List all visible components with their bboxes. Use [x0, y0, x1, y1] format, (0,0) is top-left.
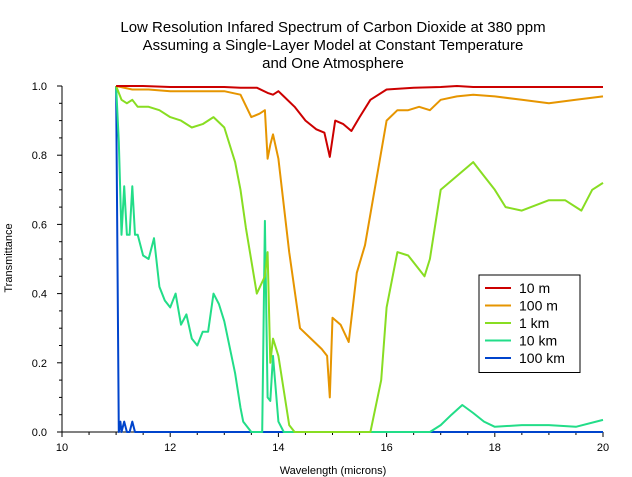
x-tick-label: 14	[272, 442, 284, 454]
chart-title-line-2: Assuming a Single-Layer Model at Constan…	[143, 37, 524, 54]
series-line-10-km	[115, 85, 604, 433]
plot-area: 10 12 14 16 18 20 0.0 0.2 0.4 0.6 0.8 1.0	[32, 81, 609, 454]
legend-label: 100 m	[519, 298, 558, 314]
y-axis-label: Transmittance	[3, 223, 15, 292]
legend-label: 10 m	[519, 280, 550, 296]
x-tick-label: 18	[489, 442, 501, 454]
y-tick-label: 1.0	[32, 81, 47, 93]
x-tick-label: 12	[164, 442, 176, 454]
y-tick-label: 0.6	[32, 219, 47, 231]
legend-label: 1 km	[519, 315, 549, 331]
y-tick-label: 0.8	[32, 150, 47, 162]
legend-label: 100 km	[519, 350, 565, 366]
series-line-1-km	[115, 85, 604, 433]
series-line-10-m	[116, 85, 603, 158]
y-tick-label: 0.0	[32, 427, 47, 439]
x-tick-label: 16	[380, 442, 392, 454]
chart-title-line-1: Low Resolution Infared Spectrum of Carbo…	[120, 19, 545, 36]
y-tick-label: 0.2	[32, 358, 47, 370]
chart-title-line-3: and One Atmosphere	[262, 55, 404, 72]
y-tick-label: 0.4	[32, 289, 47, 301]
legend-label: 10 km	[519, 333, 557, 349]
x-tick-label: 10	[56, 442, 68, 454]
x-tick-label: 20	[597, 442, 609, 454]
series-line-100-m	[115, 85, 604, 399]
series-line-100-km	[115, 85, 603, 433]
x-axis-label: Wavelength (microns)	[280, 465, 387, 477]
chart-title: Low Resolution Infared Spectrum of Carbo…	[120, 19, 545, 72]
